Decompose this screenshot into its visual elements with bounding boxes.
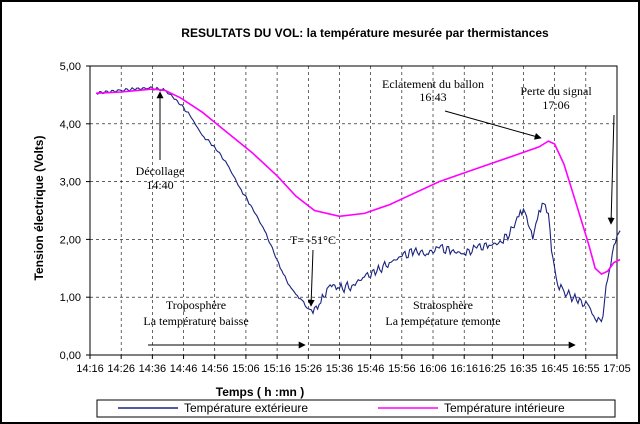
x-tick-labels: 14:16 14:26 14:36 14:46 14:56 15:06 15:16 15:26… <box>76 363 631 375</box>
x-tick-label: 14:16 <box>76 363 104 375</box>
chart-title: RESULTATS DU VOL: la température mesurée… <box>181 26 549 40</box>
x-tick-label: 16:35 <box>510 363 538 375</box>
x-tick-label: 15:26 <box>295 363 323 375</box>
y-tick-labels: 0,00 1,00 2,00 3,00 4,00 5,00 <box>60 61 81 362</box>
y-axis-label: Tension électrique (Volts) <box>32 136 46 281</box>
x-tick-label: 15:06 <box>232 363 260 375</box>
y-tick-label: 1,00 <box>60 292 81 304</box>
annotation-troposphere: Troposphère La température baisse <box>143 298 248 328</box>
x-axis-label: Temps ( h :mn ) <box>216 385 304 399</box>
grid-lines <box>90 65 617 355</box>
x-tick-label: 16:45 <box>541 363 569 375</box>
axes <box>86 65 618 359</box>
x-tick-label: 14:36 <box>139 363 167 375</box>
series-lines <box>95 86 621 324</box>
x-tick-label: 16:25 <box>479 363 507 375</box>
y-tick-label: 4,00 <box>60 119 81 131</box>
annotation-t-min: T= -51°C <box>290 233 336 247</box>
x-tick-label: 16:55 <box>572 363 600 375</box>
arrow-perte-signal <box>607 114 615 225</box>
legend: Température extérieure Température intéri… <box>96 399 616 418</box>
x-tick-label: 15:36 <box>326 363 354 375</box>
annotation-stratosphere: Stratosphère La température remonte <box>385 298 500 328</box>
x-tick-label: 14:56 <box>201 363 229 375</box>
x-tick-label: 15:16 <box>263 363 291 375</box>
annotation-decollage: Décollage 14:40 <box>136 164 185 192</box>
x-tick-label: 14:26 <box>107 363 135 375</box>
series-interior-line <box>96 88 621 276</box>
y-tick-label: 2,00 <box>60 234 81 246</box>
x-tick-label: 16:16 <box>450 363 478 375</box>
x-tick-label: 15:56 <box>388 363 416 375</box>
series-exterior-line <box>95 86 621 324</box>
annotation-perte-signal: Perte du signal 17:06 <box>520 84 592 112</box>
arrow-eclatement <box>444 110 542 140</box>
arrow-t-min <box>307 249 315 307</box>
x-tick-label: 14:46 <box>170 363 198 375</box>
x-tick-label: 16:06 <box>419 363 447 375</box>
legend-box <box>96 399 616 418</box>
y-tick-label: 3,00 <box>60 177 81 189</box>
x-tick-label: 15:46 <box>357 363 385 375</box>
x-tick-label: 17:05 <box>603 363 631 375</box>
y-tick-label: 5,00 <box>60 61 81 73</box>
y-tick-label: 0,00 <box>60 350 81 362</box>
annotation-eclatement: Eclatement du ballon 16:43 <box>382 77 484 104</box>
legend-label: Température extérieure <box>184 401 308 415</box>
plot-area-border <box>89 65 618 356</box>
legend-label: Température intérieure <box>444 401 565 415</box>
annotations: Décollage 14:40 Eclatement du ballon 16:43 P… <box>136 77 615 349</box>
